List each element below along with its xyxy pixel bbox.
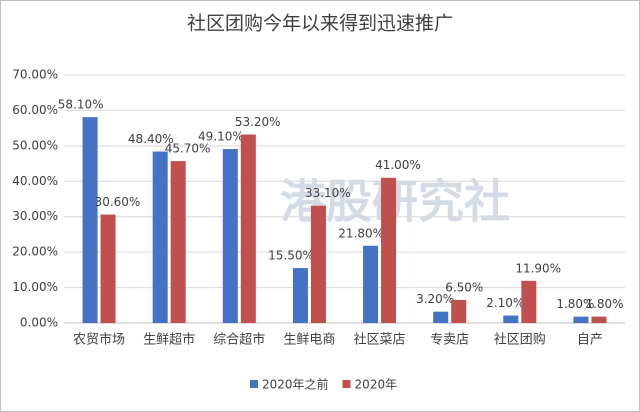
x-tick-label: 社区菜店 <box>354 332 406 348</box>
bar <box>521 280 537 323</box>
value-label: 41.00% <box>375 158 421 172</box>
value-label: 2.10% <box>486 296 524 310</box>
value-label: 58.10% <box>58 98 104 112</box>
value-label: 33.10% <box>305 186 351 200</box>
y-tick-label: 70.00% <box>12 68 58 82</box>
x-tick-label: 生鲜超市 <box>143 332 195 348</box>
value-label: 53.20% <box>235 115 281 129</box>
value-label: 21.80% <box>338 226 384 240</box>
bar <box>292 268 308 323</box>
bar <box>503 315 519 323</box>
value-label: 6.50% <box>445 280 483 294</box>
bar <box>381 177 397 323</box>
value-label: 49.10% <box>198 130 244 144</box>
x-tick-label: 综合超市 <box>213 332 265 348</box>
bar <box>310 205 326 323</box>
value-label: 11.90% <box>515 261 561 275</box>
x-tick-label: 社区团购 <box>494 332 546 348</box>
legend-label: 2020年之前 <box>262 377 329 392</box>
value-label: 15.50% <box>268 249 314 263</box>
value-label: 30.60% <box>95 195 141 209</box>
x-tick-label: 专卖店 <box>430 333 469 348</box>
bar <box>451 299 467 323</box>
y-tick-label: 10.00% <box>12 280 58 294</box>
y-tick-label: 60.00% <box>12 103 58 117</box>
bar <box>240 134 256 323</box>
legend-label: 2020年 <box>355 378 398 392</box>
bar <box>170 161 186 323</box>
bar <box>363 245 379 323</box>
bar <box>100 214 116 323</box>
value-label: 1.80% <box>556 297 594 311</box>
value-label: 48.40% <box>128 132 174 146</box>
value-label: 45.70% <box>165 142 211 156</box>
y-tick-label: 0.00% <box>20 316 58 330</box>
y-tick-label: 20.00% <box>12 245 58 259</box>
chart-title: 社区团购今年以来得到迅速推广 <box>187 13 453 35</box>
bar <box>433 311 449 323</box>
value-label: 3.20% <box>416 292 454 306</box>
y-tick-label: 40.00% <box>12 174 58 188</box>
bar <box>591 316 607 323</box>
bar <box>573 316 589 323</box>
bar <box>222 149 238 323</box>
value-label: 1.80% <box>585 297 623 311</box>
y-tick-label: 50.00% <box>12 138 58 152</box>
x-tick-label: 自产 <box>577 333 603 348</box>
bar <box>152 151 168 323</box>
legend-swatch <box>250 380 258 388</box>
bar <box>82 117 98 323</box>
y-tick-label: 30.00% <box>12 209 58 223</box>
x-tick-label: 生鲜电商 <box>283 333 335 348</box>
legend-swatch <box>342 380 351 388</box>
x-tick-label: 农贸市场 <box>73 332 125 348</box>
